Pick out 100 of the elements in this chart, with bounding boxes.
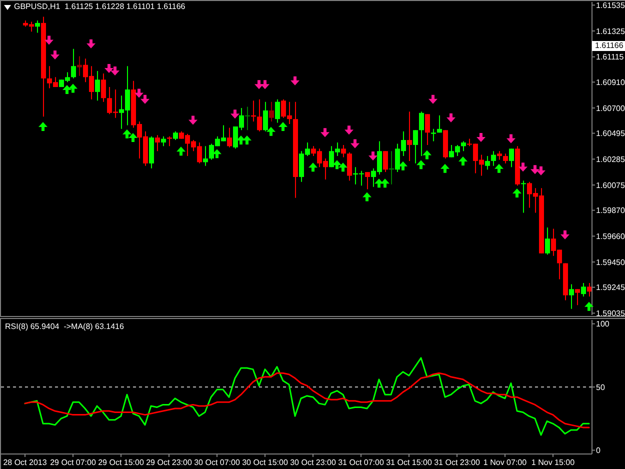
candlestick: [365, 172, 370, 190]
candlestick: [71, 48, 76, 79]
point: [518, 162, 528, 172]
y-tick-label: 1.59245: [596, 283, 625, 292]
text: 1.61166: [592, 41, 625, 51]
y-tick-label: 100: [596, 320, 610, 329]
y-tick-label: 0: [596, 446, 601, 456]
candlestick: [257, 98, 262, 132]
point: [380, 178, 390, 188]
point: [422, 150, 432, 160]
point: [476, 133, 486, 142]
point: [374, 178, 384, 188]
point: [176, 146, 186, 156]
candlestick: [575, 288, 580, 306]
point: [122, 129, 132, 138]
point: [494, 164, 504, 173]
candlestick: [413, 130, 418, 164]
point: [320, 128, 330, 138]
y-tick-label: 1.60495: [596, 129, 625, 138]
candlestick: [275, 98, 280, 124]
point: [128, 133, 138, 142]
line-series: [24, 372, 590, 428]
point: [86, 39, 96, 48]
point: [260, 80, 270, 90]
point: [338, 162, 348, 172]
point: [290, 76, 300, 86]
y-tick-label: 1.61325: [596, 26, 625, 36]
point: [512, 188, 522, 198]
point: [530, 165, 540, 174]
candlestick: [203, 146, 208, 166]
x-tick-label: 30 Oct 07:00: [194, 458, 240, 467]
candlestick: [35, 20, 40, 34]
point: [440, 164, 450, 173]
y-tick-label: 1.60285: [596, 154, 625, 164]
chart-title: GBPUSD,H1 1.61125 1.61228 1.61101 1.61166: [14, 2, 186, 12]
candlestick: [269, 101, 274, 122]
y-tick-label: 1.59450: [596, 258, 625, 267]
candlestick: [461, 140, 466, 152]
y-tick-label: 1.59870: [596, 206, 625, 216]
x-tick-label: 30 Oct 23:00: [290, 458, 336, 467]
candlestick: [155, 134, 160, 152]
y-tick-label: 1.59660: [596, 232, 625, 241]
point: [584, 302, 594, 311]
point: [560, 230, 570, 240]
candlestick: [161, 136, 166, 147]
x-tick-label: 31 Oct 07:00: [338, 458, 384, 467]
x-tick-label: 31 Oct 23:00: [434, 458, 480, 467]
point: [308, 162, 318, 172]
candlestick: [509, 148, 514, 168]
point: [50, 50, 60, 60]
candlestick: [95, 70, 100, 102]
y-tick-label: 1.60075: [596, 180, 625, 190]
point: [254, 80, 264, 90]
x-tick-label: 1 Nov 15:00: [531, 458, 576, 467]
point: [104, 64, 114, 74]
candlestick: [425, 114, 430, 146]
point: [188, 116, 198, 125]
x-tick-label: 29 Oct 15:00: [98, 458, 144, 467]
candlestick: [431, 128, 436, 142]
point: [230, 110, 240, 119]
candlestick: [437, 114, 442, 134]
candlestick: [491, 150, 496, 166]
point: [62, 84, 72, 94]
point: [68, 84, 78, 93]
point: [350, 139, 360, 148]
x-tick-label: 31 Oct 15:00: [386, 458, 432, 467]
candlestick: [245, 106, 250, 131]
y-tick-label: 1.60910: [596, 78, 625, 87]
candlestick: [101, 72, 106, 102]
y-tick-label: 1.61115: [596, 52, 624, 62]
point: [446, 113, 456, 122]
candlestick: [407, 111, 412, 162]
chart-title: RSI(8) 65.9404 ->MA(8) 63.1416: [5, 322, 124, 332]
point: [458, 156, 468, 166]
point: [344, 126, 354, 135]
point: [416, 160, 426, 170]
x-tick-label: 1 Nov 07:00: [483, 458, 528, 467]
point: [110, 66, 120, 76]
point: [506, 134, 516, 144]
candlestick: [503, 153, 508, 164]
y-tick-label: 1.60700: [596, 104, 625, 113]
y-tick-label: 1.61535: [596, 0, 625, 10]
candlestick: [77, 56, 82, 76]
point: [134, 88, 144, 98]
point: [536, 166, 546, 176]
candlestick: [485, 156, 490, 170]
x-tick-label: 28 Oct 2013: [3, 458, 48, 467]
point: [368, 152, 378, 161]
point: [140, 94, 150, 104]
candlestick: [347, 152, 352, 182]
point: [278, 122, 288, 131]
candlestick: [383, 150, 388, 173]
candlestick: [569, 284, 574, 310]
point: [362, 192, 372, 202]
point: [428, 94, 438, 104]
candlestick: [581, 282, 586, 298]
candlestick: [167, 136, 172, 147]
x-tick-label: 29 Oct 23:00: [146, 458, 192, 467]
x-tick-label: 30 Oct 15:00: [242, 458, 288, 467]
candlestick: [545, 227, 550, 256]
